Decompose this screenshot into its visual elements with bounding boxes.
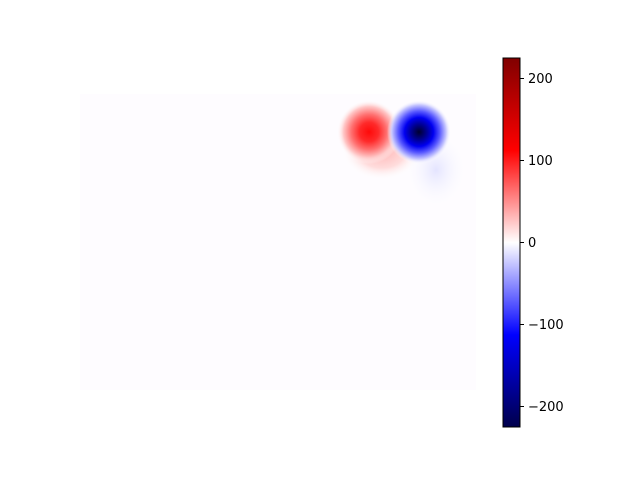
colorbar-tick-label: −200 (528, 400, 564, 415)
heatmap (80, 94, 476, 390)
colorbar-tick-label: 0 (528, 236, 536, 251)
colorbar-tick-label: 100 (528, 154, 553, 169)
colorbar: −200 −100 0 100 200 (502, 57, 564, 428)
colorbar-tick-label: 200 (528, 72, 553, 87)
colorbar-tick-label: −100 (528, 318, 564, 333)
colorbar-gradient (502, 57, 521, 428)
colorbar-ticks: −200 −100 0 100 200 (520, 72, 564, 415)
negative-peak (387, 100, 451, 164)
positive-peak (337, 100, 401, 164)
